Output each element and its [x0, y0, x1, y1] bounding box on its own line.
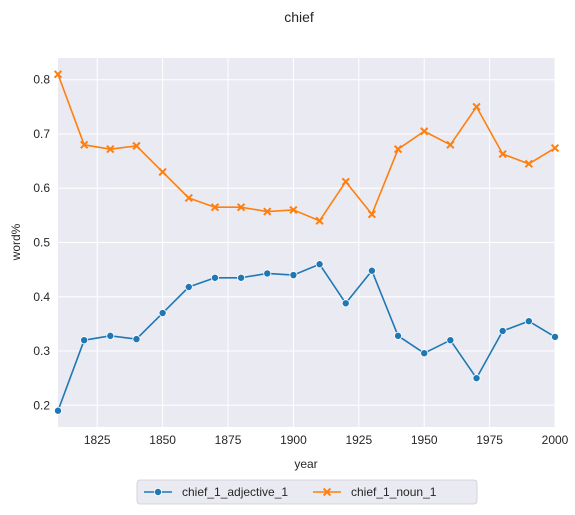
marker-stroke: [550, 143, 560, 153]
series-layer: [53, 70, 560, 415]
data-point: [210, 273, 219, 282]
x-axis-ticks: 1825 1850 1875 1900 1925 1950 1975 2000: [84, 433, 569, 447]
marker-stroke: [498, 149, 507, 159]
marker-stroke: [420, 127, 429, 136]
marker-stroke: [263, 207, 272, 216]
data-point: [132, 335, 141, 344]
marker-stroke: [322, 487, 332, 497]
marker-stroke: [106, 145, 115, 154]
data-point: [158, 309, 167, 318]
y-axis-ticks: 0.2 0.3 0.4 0.5 0.6 0.7 0.8: [33, 73, 50, 413]
y-tick-label: 0.5: [33, 236, 50, 250]
x-tick-label: 1925: [345, 433, 372, 447]
marker-stroke: [341, 177, 350, 186]
data-point: [54, 406, 63, 415]
chart-title: chief: [284, 9, 314, 25]
x-tick-label: 1900: [280, 433, 307, 447]
data-point: [472, 374, 481, 383]
data-point: [132, 141, 141, 151]
data-point: [341, 299, 350, 308]
y-tick-label: 0.3: [33, 344, 50, 358]
legend-label: chief_1_adjective_1: [182, 485, 288, 499]
data-point: [237, 273, 246, 282]
legend-marker: [322, 487, 332, 497]
x-tick-label: 1850: [149, 433, 176, 447]
data-point: [524, 159, 533, 168]
data-point: [446, 336, 455, 345]
grid: [58, 58, 556, 427]
legend: chief_1_adjective_1 chief_1_noun_1: [136, 479, 478, 505]
data-point: [367, 266, 376, 275]
x-tick-label: 2000: [542, 433, 569, 447]
x-tick-label: 1825: [84, 433, 111, 447]
data-point: [80, 140, 89, 149]
data-point: [289, 271, 298, 280]
series-2: [53, 70, 560, 225]
data-point: [420, 127, 429, 136]
marker-stroke: [184, 193, 193, 203]
legend-item-2: chief_1_noun_1: [313, 485, 437, 499]
y-tick-label: 0.2: [33, 398, 50, 412]
data-point: [80, 336, 89, 345]
x-tick-label: 1875: [215, 433, 242, 447]
data-point: [393, 145, 403, 154]
series-line: [57, 74, 556, 222]
marker-stroke: [158, 167, 167, 177]
marker-stroke: [289, 205, 298, 215]
marker-stroke: [236, 203, 246, 212]
data-point: [315, 260, 324, 269]
marker-stroke: [53, 70, 63, 79]
x-axis-label: year: [294, 457, 317, 471]
marker-stroke: [472, 102, 481, 111]
data-point: [106, 331, 115, 340]
data-point: [236, 203, 246, 212]
data-point: [289, 205, 298, 215]
data-point: [550, 143, 560, 153]
data-point: [524, 317, 533, 326]
y-tick-label: 0.7: [33, 127, 50, 141]
data-point: [341, 177, 350, 186]
y-tick-label: 0.6: [33, 181, 50, 195]
data-point: [184, 193, 193, 203]
data-point: [420, 349, 429, 358]
marker-stroke: [393, 145, 403, 154]
data-point: [367, 210, 377, 219]
y-axis-label: word%: [9, 223, 23, 261]
data-point: [184, 282, 193, 291]
x-tick-label: 1950: [411, 433, 438, 447]
data-point: [263, 207, 272, 216]
marker-stroke: [367, 210, 377, 219]
data-point: [446, 140, 455, 149]
y-tick-label: 0.4: [33, 290, 50, 304]
data-point: [498, 326, 507, 335]
data-point: [394, 331, 403, 340]
legend-item-1: chief_1_adjective_1: [144, 485, 288, 499]
marker-stroke: [210, 203, 220, 212]
y-tick-label: 0.8: [33, 73, 50, 87]
data-point: [158, 167, 167, 177]
legend-marker: [153, 487, 162, 496]
data-point: [106, 145, 115, 154]
data-point: [53, 70, 63, 79]
series-line: [57, 263, 556, 411]
legend-frame: [136, 479, 478, 505]
data-point: [472, 102, 481, 111]
marker-stroke: [315, 216, 324, 225]
data-point: [210, 203, 220, 212]
legend-label: chief_1_noun_1: [351, 485, 437, 499]
data-point: [263, 269, 272, 278]
marker-stroke: [80, 140, 89, 149]
x-tick-label: 1975: [476, 433, 503, 447]
marker-stroke: [446, 140, 455, 149]
marker-stroke: [524, 159, 533, 168]
data-point: [498, 149, 507, 159]
data-point: [551, 332, 560, 341]
marker-stroke: [132, 141, 141, 151]
data-point: [315, 216, 324, 225]
series-1: [54, 260, 560, 415]
